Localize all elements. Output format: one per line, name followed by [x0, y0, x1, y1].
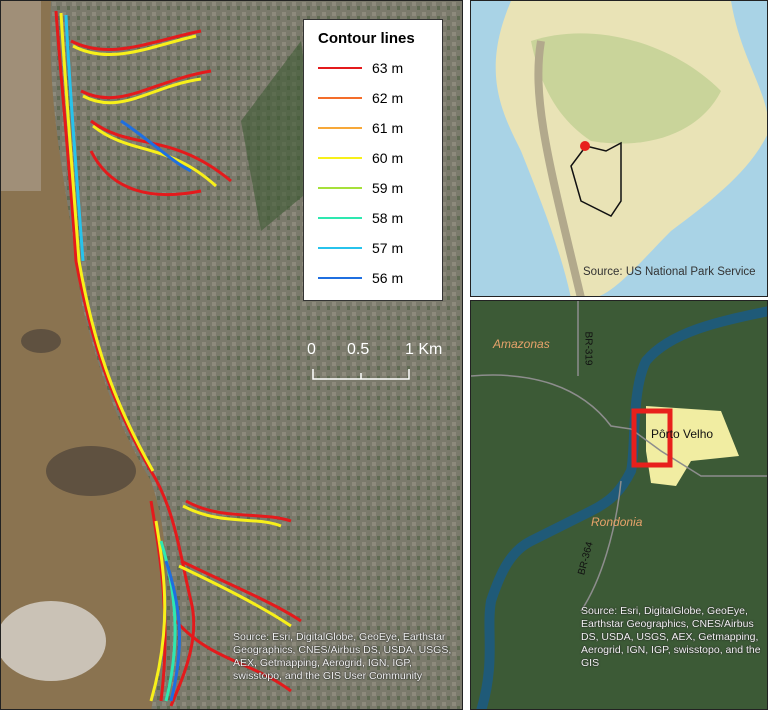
- legend-item: 60 m: [304, 143, 442, 173]
- legend-swatch: [318, 247, 362, 249]
- scale-tick-0: 0: [307, 341, 316, 358]
- legend-item: 56 m: [304, 263, 442, 293]
- porto-velho-inset: Amazonas BR-319 Pôrto Velho Rondonia BR-…: [470, 300, 768, 710]
- basin-outline: [570, 141, 622, 217]
- porto-velho-area: [646, 406, 739, 486]
- contour-lines: [54, 10, 302, 707]
- south-america-inset: Source: US National Park Service: [470, 0, 768, 297]
- legend-label: 63 m: [372, 60, 404, 76]
- legend-label: 61 m: [372, 120, 404, 136]
- continent-map: [495, 1, 767, 296]
- continent-credit: Source: US National Park Service: [583, 266, 756, 278]
- legend-label: 58 m: [372, 210, 404, 226]
- imagery-credit: Source: Esri, DigitalGlobe, GeoEye, Eart…: [233, 631, 452, 682]
- legend-swatch: [318, 217, 362, 219]
- regional-map: [471, 301, 767, 709]
- legend-item: 62 m: [304, 83, 442, 113]
- label-amazonas: Amazonas: [493, 337, 550, 351]
- legend-item: 63 m: [304, 53, 442, 83]
- legend-swatch: [318, 127, 362, 129]
- legend-item: 61 m: [304, 113, 442, 143]
- legend-swatch: [318, 157, 362, 159]
- river: [1, 1, 166, 709]
- contour-legend: Contour lines 63 m 62 m 61 m 60 m 59 m 58 m 57…: [303, 19, 443, 301]
- legend-title: Contour lines: [318, 30, 415, 47]
- roads: [471, 301, 767, 612]
- study-area-box: [631, 408, 673, 468]
- legend-label: 62 m: [372, 90, 404, 106]
- legend-label: 59 m: [372, 180, 404, 196]
- label-porto-velho: Pôrto Velho: [651, 427, 714, 441]
- legend-label: 57 m: [372, 240, 404, 256]
- legend-swatch: [318, 67, 362, 69]
- legend-swatch: [318, 187, 362, 189]
- legend-item: 59 m: [304, 173, 442, 203]
- location-marker: [580, 141, 590, 151]
- madeira-river: [476, 306, 767, 709]
- scale-tick-1: 1 Km: [405, 341, 443, 358]
- label-br319: BR-319: [582, 331, 594, 366]
- legend-label: 56 m: [372, 270, 404, 286]
- legend-swatch: [318, 97, 362, 99]
- legend-label: 60 m: [372, 150, 404, 166]
- contour-map: Contour lines 63 m 62 m 61 m 60 m 59 m 58 m 57…: [0, 0, 463, 710]
- scale-bar: 0 0.5 1 Km: [307, 341, 457, 386]
- legend-item: 57 m: [304, 233, 442, 263]
- regional-credit: Source: Esri, DigitalGlobe, GeoEye, Eart…: [581, 605, 761, 669]
- scale-tick-half: 0.5: [347, 341, 370, 358]
- legend-swatch: [318, 277, 362, 279]
- label-rondonia: Rondonia: [591, 515, 643, 529]
- legend-item: 58 m: [304, 203, 442, 233]
